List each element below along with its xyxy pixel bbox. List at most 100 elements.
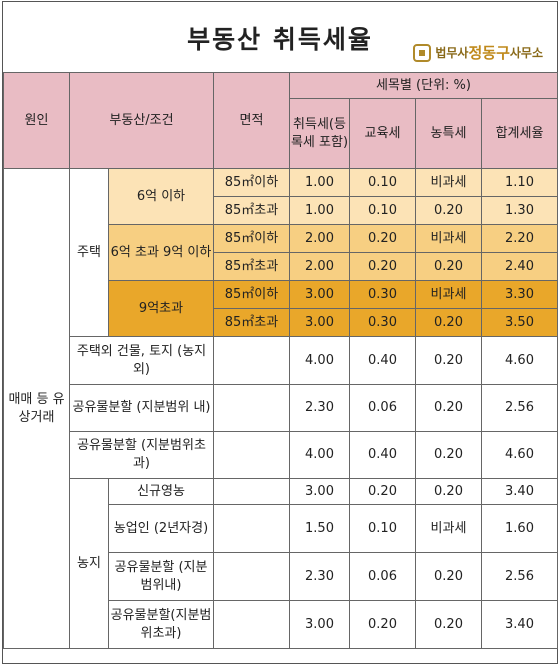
education-rate-cell: 0.06 bbox=[349, 384, 416, 432]
acquisition-rate-cell: 3.00 bbox=[289, 600, 350, 649]
cause-cell: 매매 등 유상거래 bbox=[3, 168, 70, 649]
acquisition-rate-cell: 4.00 bbox=[289, 431, 350, 479]
area-cell bbox=[213, 552, 290, 601]
acquisition-rate-cell: 4.00 bbox=[289, 336, 350, 385]
header-area: 면적 bbox=[213, 72, 290, 169]
rural-rate-cell: 0.20 bbox=[415, 336, 482, 385]
area-cell bbox=[213, 600, 290, 649]
table-row: 공유물분할 (지분범위내) 2.30 0.06 0.20 2.56 bbox=[4, 552, 559, 601]
education-rate-cell: 0.20 bbox=[349, 600, 416, 649]
rural-rate-cell: 비과세 bbox=[415, 280, 482, 309]
education-rate-cell: 0.40 bbox=[349, 336, 416, 385]
total-rate-cell: 3.40 bbox=[480, 600, 559, 649]
rural-rate-cell: 0.20 bbox=[415, 308, 482, 337]
area-cell: 85㎡이하 bbox=[213, 224, 290, 253]
rural-rate-cell: 0.20 bbox=[415, 196, 482, 225]
acquisition-rate-cell: 3.00 bbox=[289, 280, 350, 309]
total-rate-cell: 2.56 bbox=[480, 384, 559, 432]
rural-rate-cell: 비과세 bbox=[415, 504, 482, 553]
rural-rate-cell: 비과세 bbox=[415, 168, 482, 197]
table-row: 85㎡초과 2.00 0.20 0.20 2.40 bbox=[4, 252, 559, 281]
total-rate-cell: 1.10 bbox=[480, 168, 559, 197]
acquisition-rate-cell: 1.00 bbox=[289, 168, 350, 197]
total-rate-cell: 3.30 bbox=[480, 280, 559, 309]
education-rate-cell: 0.40 bbox=[349, 431, 416, 479]
table-row: 농업인 (2년자경) 1.50 0.10 비과세 1.60 bbox=[4, 504, 559, 553]
page-title: 부동산 취득세율 bbox=[187, 25, 373, 54]
farmland-condition-cell: 공유물분할(지분범위초과) bbox=[108, 600, 214, 649]
logo-suffix: 사무소 bbox=[509, 46, 543, 60]
rural-rate-cell: 0.20 bbox=[415, 431, 482, 479]
table-row: 농지 신규영농 3.00 0.20 0.20 3.40 bbox=[4, 478, 559, 649]
farmland-condition-cell: 공유물분할 (지분범위내) bbox=[108, 552, 214, 601]
property-condition-cell: 공유물분할 (지분범위초과) bbox=[69, 431, 214, 479]
total-rate-cell: 2.40 bbox=[480, 252, 559, 281]
area-cell: 85㎡초과 bbox=[213, 196, 290, 225]
acquisition-rate-cell: 2.00 bbox=[289, 252, 350, 281]
acquisition-rate-cell: 2.30 bbox=[289, 384, 350, 432]
house-label-cell: 주택 bbox=[69, 168, 109, 337]
education-rate-cell: 0.30 bbox=[349, 280, 416, 309]
header-rate-group: 세목별 (단위: %) bbox=[288, 72, 559, 99]
total-rate-cell: 2.20 bbox=[480, 224, 559, 253]
rural-rate-cell: 0.20 bbox=[415, 600, 482, 649]
farmland-condition-cell: 신규영농 bbox=[108, 478, 214, 505]
table-row: 매매 등 유상거래 주택 6억 이하 85㎡이하 1.00 0.10 비과세 1.10 bbox=[3, 168, 559, 649]
header-rural-tax: 농특세 bbox=[415, 98, 482, 169]
area-cell bbox=[213, 384, 290, 432]
education-rate-cell: 0.10 bbox=[349, 168, 416, 197]
acquisition-rate-cell: 1.00 bbox=[289, 196, 350, 225]
house-condition-cell: 6억 초과 9억 이하 bbox=[108, 224, 214, 281]
area-cell bbox=[213, 431, 290, 479]
education-rate-cell: 0.30 bbox=[349, 308, 416, 337]
table-row: 공유물분할 (지분범위초과) 4.00 0.40 0.20 4.60 bbox=[4, 431, 559, 479]
area-cell: 85㎡이하 bbox=[213, 280, 290, 309]
education-rate-cell: 0.20 bbox=[349, 252, 416, 281]
education-rate-cell: 0.06 bbox=[349, 552, 416, 601]
rural-rate-cell: 비과세 bbox=[415, 224, 482, 253]
header-property-condition: 부동산/조건 bbox=[69, 72, 214, 169]
total-rate-cell: 1.60 bbox=[480, 504, 559, 553]
acquisition-rate-cell: 3.00 bbox=[289, 478, 350, 505]
area-cell bbox=[213, 504, 290, 553]
table-row: 주택외 건물, 토지 (농지외) 4.00 0.40 0.20 4.60 bbox=[4, 336, 559, 385]
office-seal-icon bbox=[413, 43, 432, 62]
table-row: 공유물분할(지분범위초과) 3.00 0.20 0.20 3.40 bbox=[4, 600, 559, 649]
rural-rate-cell: 0.20 bbox=[415, 252, 482, 281]
acquisition-rate-cell: 3.00 bbox=[289, 308, 350, 337]
area-cell: 85㎡초과 bbox=[213, 308, 290, 337]
education-rate-cell: 0.10 bbox=[349, 504, 416, 553]
total-rate-cell: 1.30 bbox=[480, 196, 559, 225]
total-rate-cell: 2.56 bbox=[480, 552, 559, 601]
title-bar: 부동산 취득세율 법무사 정동구 사무소 bbox=[3, 2, 557, 72]
header-education-tax: 교육세 bbox=[349, 98, 416, 169]
table-row: 85㎡초과 1.00 0.10 0.20 1.30 bbox=[4, 196, 559, 225]
total-rate-cell: 4.60 bbox=[480, 431, 559, 479]
property-condition-cell: 주택외 건물, 토지 (농지외) bbox=[69, 336, 214, 385]
acquisition-rate-cell: 2.30 bbox=[289, 552, 350, 601]
header-acquisition-tax: 취득세(등록세 포함) bbox=[289, 98, 350, 169]
acquisition-rate-cell: 2.00 bbox=[289, 224, 350, 253]
farmland-label-cell: 농지 bbox=[69, 478, 109, 649]
rural-rate-cell: 0.20 bbox=[415, 552, 482, 601]
header-cause: 원인 bbox=[3, 72, 70, 169]
rural-rate-cell: 0.20 bbox=[415, 384, 482, 432]
house-condition-cell: 9억초과 bbox=[108, 280, 214, 337]
table-row: 6억 초과 9억 이하 85㎡이하 2.00 0.20 비과세 2.20 bbox=[4, 224, 559, 281]
table-row: 공유물분할 (지분범위 내) 2.30 0.06 0.20 2.56 bbox=[4, 384, 559, 432]
tax-rate-table: 원인 부동산/조건 면적 세목별 (단위: %) 취득세(등록세 포함) 교육세… bbox=[3, 72, 559, 649]
logo-prefix: 법무사 bbox=[435, 46, 469, 60]
area-cell bbox=[213, 478, 290, 505]
area-cell: 85㎡이하 bbox=[213, 168, 290, 197]
acquisition-rate-cell: 1.50 bbox=[289, 504, 350, 553]
header-total-rate: 합계세율 bbox=[480, 98, 559, 169]
total-rate-cell: 4.60 bbox=[480, 336, 559, 385]
education-rate-cell: 0.10 bbox=[349, 196, 416, 225]
area-cell bbox=[213, 336, 290, 385]
logo-name: 정동구 bbox=[468, 44, 510, 62]
house-condition-cell: 6억 이하 bbox=[108, 168, 214, 225]
farmland-condition-cell: 농업인 (2년자경) bbox=[108, 504, 214, 553]
property-condition-cell: 공유물분할 (지분범위 내) bbox=[69, 384, 214, 432]
rural-rate-cell: 0.20 bbox=[415, 478, 482, 505]
